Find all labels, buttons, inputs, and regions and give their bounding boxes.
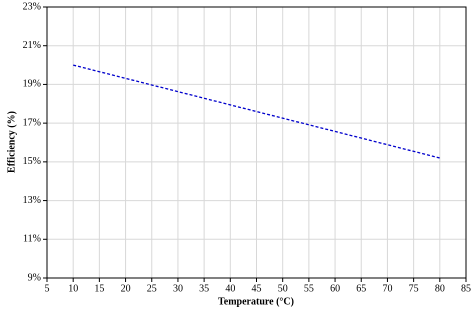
y-tick-label: 17% [23,117,41,128]
y-tick-label: 13% [23,195,41,206]
x-tick-label: 55 [304,283,314,294]
x-tick-label: 60 [330,283,340,294]
y-tick-label: 23% [23,1,41,12]
x-tick-label: 80 [435,283,445,294]
x-tick-label: 35 [199,283,209,294]
x-tick-label: 25 [147,283,157,294]
y-tick-label: 21% [23,40,41,51]
data-line [73,64,440,159]
x-tick-label: 45 [252,283,262,294]
x-tick-label: 5 [45,283,50,294]
x-tick-label: 85 [461,283,471,294]
x-tick-label: 20 [121,283,131,294]
plot-frame [46,6,467,279]
y-axis-title: Efficiency (%) [6,111,17,173]
y-tick-label: 9% [28,272,41,283]
x-axis-title: Temperature (°C) [218,296,294,307]
x-tick-label: 65 [356,283,366,294]
y-tick-label: 19% [23,79,41,90]
x-tick-label: 50 [278,283,288,294]
y-tick-label: 15% [23,156,41,167]
x-tick-label: 70 [382,283,392,294]
x-tick-label: 40 [225,283,235,294]
x-tick-label: 10 [68,283,78,294]
x-tick-label: 30 [173,283,183,294]
x-tick-label: 15 [94,283,104,294]
x-tick-label: 75 [409,283,419,294]
y-tick-label: 11% [23,234,41,245]
